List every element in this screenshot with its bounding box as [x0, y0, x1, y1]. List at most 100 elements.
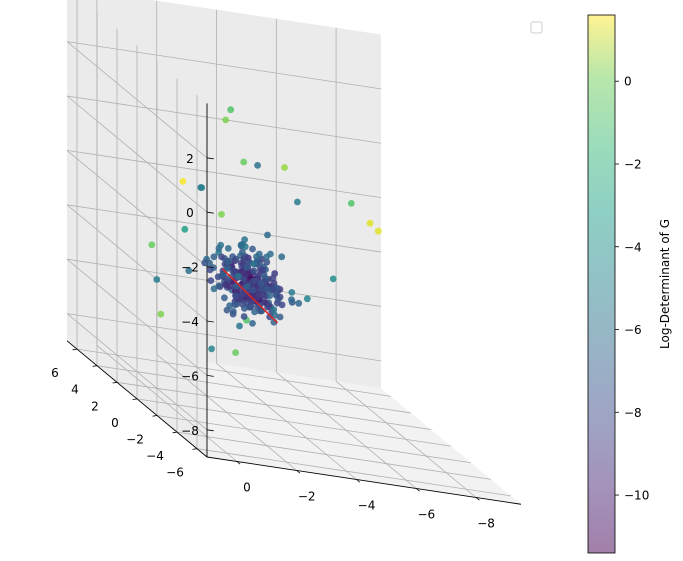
scatter-point [197, 184, 205, 191]
scatter-point [206, 259, 213, 267]
x-tick-mark [296, 470, 301, 474]
x-tick-mark [356, 479, 361, 483]
scatter-point [218, 253, 226, 261]
colorbar: 0 −2 −4 −6 −8 −10 Log-Determinant of G [587, 14, 672, 554]
scatter-point [232, 292, 240, 300]
grid-line-z-back [66, 150, 382, 199]
legend-box [530, 21, 543, 34]
scatter-point [264, 231, 271, 239]
scatter-point [240, 313, 248, 320]
scatter-point [263, 253, 270, 261]
grid-line-y-floor [196, 448, 512, 497]
scatter-point [250, 260, 258, 268]
colorbar-tick-label: −8 [624, 406, 642, 420]
scatter-points [148, 106, 382, 356]
scatter-point [270, 306, 278, 314]
scatter-point [281, 164, 288, 171]
trend-line [222, 268, 279, 324]
trend-line-segment [222, 268, 279, 324]
grid-line-y-floor [76, 348, 392, 397]
scatter-point [249, 320, 256, 327]
scatter-point [207, 277, 215, 284]
scatter-point [235, 272, 242, 280]
scatter-point [276, 313, 284, 321]
y-tick-label: 4 [71, 383, 79, 397]
colorbar-tick-label: 0 [624, 75, 632, 89]
scatter-point [257, 280, 265, 287]
scatter-point [185, 267, 193, 275]
back-pane [67, 0, 381, 389]
scatter-point [224, 245, 232, 252]
scatter-point [288, 289, 296, 296]
scatter-point [294, 198, 301, 206]
grid-line-y-floor [96, 365, 412, 414]
x-tick-label: −6 [417, 508, 435, 522]
grid-line-z-back [66, 41, 382, 90]
scatter-point [219, 271, 227, 279]
scatter-point [366, 219, 374, 227]
scatter-point [251, 308, 258, 316]
colorbar-tick-label: −10 [624, 489, 649, 503]
grid-line-y-floor [156, 415, 472, 464]
scatter-point [241, 236, 249, 244]
y-tick-label: −4 [146, 449, 164, 463]
scatter-point [259, 266, 266, 274]
scatter-point [329, 275, 337, 283]
y-tick-label: −2 [126, 433, 144, 447]
scatter-point [264, 303, 271, 311]
z-tick-mark [206, 429, 214, 432]
grid-line-z-left [66, 150, 208, 267]
scatter-point [239, 248, 246, 256]
grid-line-z-left [66, 95, 208, 213]
x-tick-label: −8 [477, 517, 495, 531]
x-tick-label: −2 [298, 490, 316, 504]
x-tick-label: 0 [243, 481, 251, 495]
scatter-point [271, 311, 279, 319]
scatter-point [157, 310, 165, 318]
y-tick-label: 0 [111, 416, 119, 430]
scatter-point [179, 178, 187, 185]
z-tick-label: 0 [186, 206, 194, 220]
y-tick-mark [72, 348, 78, 351]
grid-line-z-left [66, 204, 208, 322]
scatter-point [278, 253, 286, 261]
y-tick-label: 6 [51, 366, 59, 380]
scatter-point [276, 293, 284, 301]
y-tick-mark [92, 365, 98, 367]
colorbar-label: Log-Determinant of G [658, 219, 672, 349]
x-tick-mark [236, 461, 241, 465]
grid-line-y-floor [116, 381, 432, 430]
scatter-point [250, 293, 257, 301]
z-tick-mark [206, 375, 214, 377]
scatter-point [288, 296, 295, 303]
z-tick-label: 2 [186, 152, 194, 166]
scatter-point [264, 286, 271, 293]
scatter-point [246, 303, 254, 311]
scatter-point [229, 308, 237, 315]
scatter-point [295, 299, 303, 307]
scatter-point [231, 301, 239, 309]
y-tick-mark [172, 431, 178, 434]
scatter-point [253, 253, 260, 261]
x-tick-mark [475, 497, 480, 501]
z-tick-mark [206, 211, 214, 214]
z-tick-label: −8 [181, 424, 199, 438]
grid-line-z-left [66, 258, 208, 376]
scatter-point [153, 276, 161, 283]
z-tick-label: −4 [181, 315, 199, 329]
z-tick-mark [206, 320, 214, 323]
grid-line-z-left [66, 313, 208, 431]
scatter-point [232, 349, 240, 356]
scatter-point [266, 292, 274, 300]
scatter-point [303, 295, 311, 303]
scatter-point [221, 294, 228, 302]
y-tick-mark [152, 415, 158, 417]
scatter-point [222, 116, 230, 124]
x-tick-label: −4 [358, 499, 376, 513]
y-tick-label: 2 [91, 399, 99, 413]
scatter-point [218, 211, 225, 218]
scatter-point [232, 255, 240, 263]
scatter-point [249, 245, 256, 253]
scatter-point [208, 345, 216, 353]
